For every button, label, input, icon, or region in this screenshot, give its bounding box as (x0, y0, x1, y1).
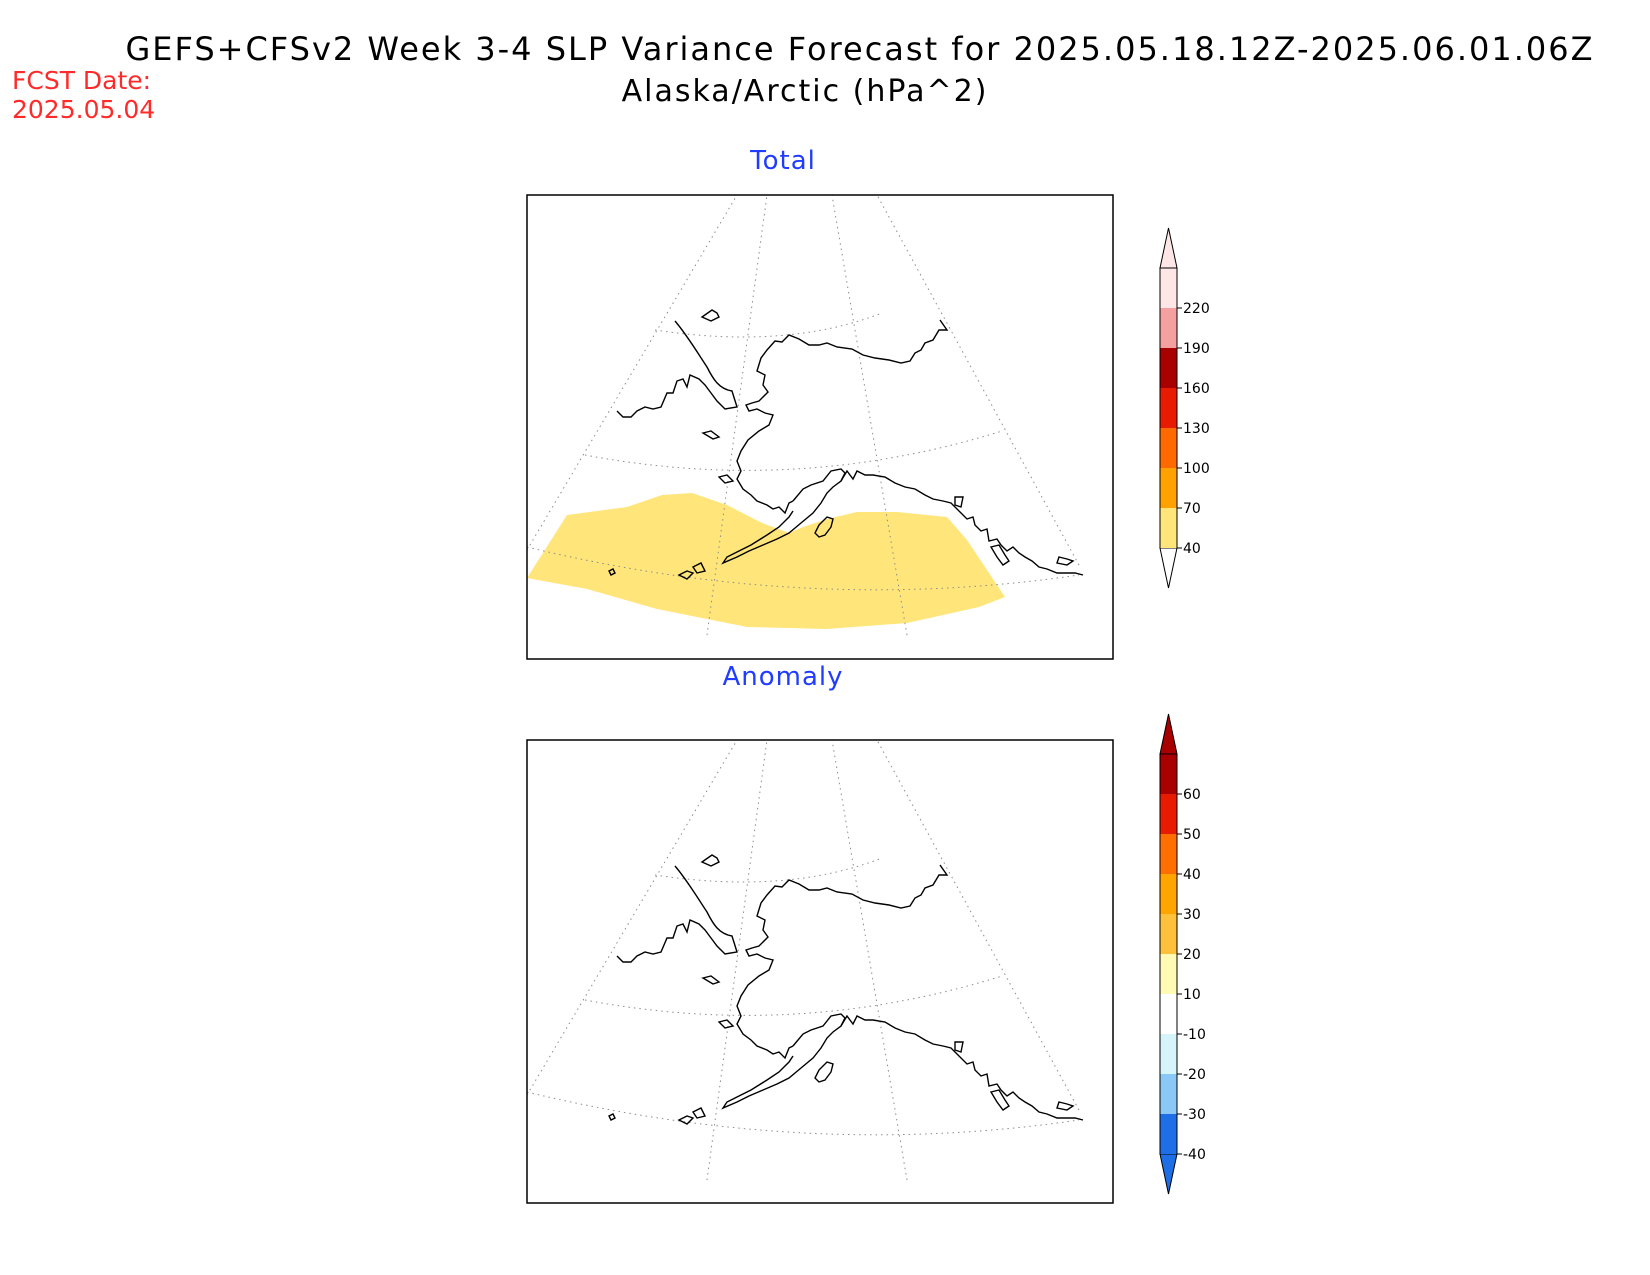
total-colorbar-tick-label: 100 (1183, 461, 1210, 477)
anomaly-colorbar: -40 -30 -20 -10 10 20 30 40 50 60 (1159, 713, 1206, 1195)
anomaly-map-frame (526, 739, 1114, 1204)
total-colorbar: 40 70 100 130 160 190 220 (1159, 227, 1210, 589)
main-title: GEFS+CFSv2 Week 3-4 SLP Variance Forecas… (125, 30, 1595, 68)
total-colorbar-swatch (1160, 308, 1177, 348)
total-colorbar-extend-low (1159, 547, 1178, 589)
anomaly-panel-title: Anomaly (722, 662, 844, 692)
anomaly-colorbar-swatch (1160, 754, 1177, 794)
total-colorbar-swatch (1160, 348, 1177, 388)
anomaly-colorbar-tick-label: 50 (1183, 827, 1201, 843)
total-map-frame (526, 194, 1114, 660)
total-colorbar-swatch (1160, 268, 1177, 308)
anomaly-colorbar-tick-label: -40 (1183, 1147, 1206, 1163)
total-colorbar-tick-label: 130 (1183, 421, 1210, 437)
total-colorbar-extend-high (1159, 227, 1178, 269)
anomaly-colorbar-tick-label: 20 (1183, 947, 1201, 963)
total-colorbar-tick-label: 220 (1183, 301, 1210, 317)
anomaly-colorbar-swatch (1160, 794, 1177, 834)
total-colorbar-tick-label: 160 (1183, 381, 1210, 397)
anomaly-colorbar-tick-label: -10 (1183, 1027, 1206, 1043)
total-colorbar-swatch (1160, 428, 1177, 468)
total-map (526, 194, 1114, 660)
total-colorbar-swatch (1160, 468, 1177, 508)
anomaly-colorbar-swatch (1160, 834, 1177, 874)
anomaly-colorbar-swatch (1160, 1114, 1177, 1154)
anomaly-colorbar-swatch (1160, 954, 1177, 994)
subtitle: Alaska/Arctic (hPa^2) (621, 74, 989, 109)
fcst-date-label: FCST Date: (12, 66, 152, 95)
anomaly-colorbar-tick-label: -20 (1183, 1067, 1206, 1083)
total-colorbar-tick-label: 40 (1183, 541, 1201, 557)
anomaly-colorbar-extend-low (1159, 1153, 1178, 1195)
anomaly-colorbar-swatch (1160, 1034, 1177, 1074)
anomaly-colorbar-swatch (1160, 1074, 1177, 1114)
anomaly-colorbar-tick-label: 40 (1183, 867, 1201, 883)
total-colorbar-tick-label: 190 (1183, 341, 1210, 357)
total-colorbar-tick-label: 70 (1183, 501, 1201, 517)
anomaly-colorbar-tick-label: 10 (1183, 987, 1201, 1003)
anomaly-map (526, 739, 1114, 1204)
anomaly-colorbar-tick-label: 60 (1183, 787, 1201, 803)
variance-contour-40-70 (527, 493, 1005, 629)
anomaly-colorbar-swatch (1160, 994, 1177, 1034)
anomaly-colorbar-swatch (1160, 914, 1177, 954)
total-colorbar-swatch (1160, 388, 1177, 428)
anomaly-colorbar-tick-label: 30 (1183, 907, 1201, 923)
total-colorbar-swatch (1160, 508, 1177, 548)
anomaly-colorbar-extend-high (1159, 713, 1178, 755)
fcst-date-value: 2025.05.04 (12, 95, 156, 124)
total-panel-title: Total (750, 146, 816, 176)
anomaly-colorbar-swatch (1160, 874, 1177, 914)
anomaly-colorbar-tick-label: -30 (1183, 1107, 1206, 1123)
